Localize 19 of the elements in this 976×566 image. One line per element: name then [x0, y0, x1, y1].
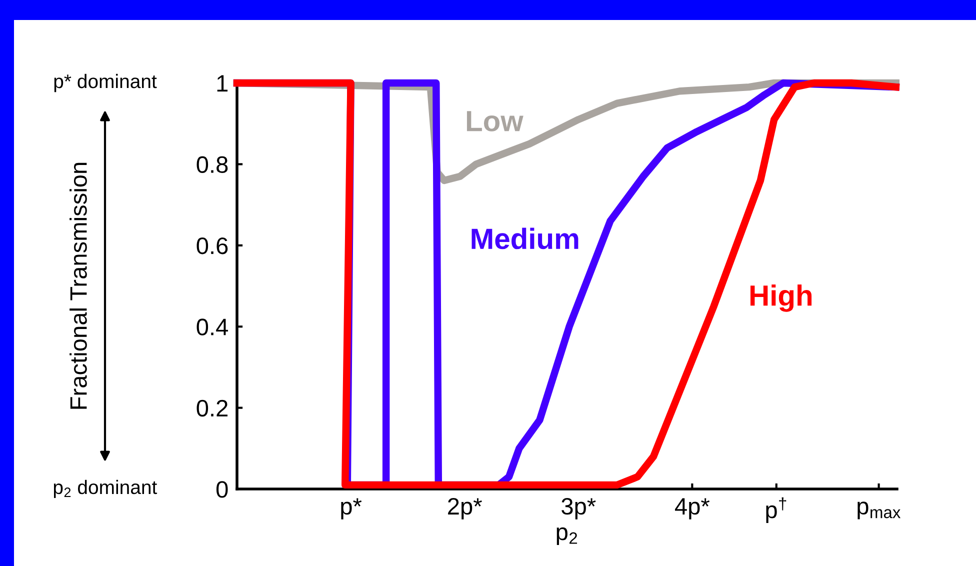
series-label: Medium [472, 228, 578, 250]
y-tick-label: 0.6 [196, 237, 228, 254]
x-tick-label: p$^{†}$ [766, 497, 786, 523]
text: Fractional Transmission [70, 162, 87, 409]
y-tick-label: 0.2 [196, 400, 228, 417]
series-label: Low [466, 111, 524, 132]
x-tick-label: p$_{max}$ [858, 502, 901, 520]
series-label: High [750, 284, 812, 312]
x-tick-label: 3p* [562, 498, 596, 520]
y-tick-label: 0.4 [196, 318, 228, 336]
y-tick-label: 1 [217, 75, 228, 92]
text: p$_{2}$ dominant [54, 480, 158, 498]
y-tick-label: 0 [216, 481, 228, 498]
x-tick-label: p* [341, 498, 362, 520]
y-tick-label: 0.8 [196, 156, 228, 173]
x-tick-label: 4p* [674, 498, 710, 520]
text: p* dominant [54, 74, 157, 92]
x-tick-label: 2p* [448, 498, 482, 520]
x-axis-title: p$_{2}$ [556, 527, 578, 545]
